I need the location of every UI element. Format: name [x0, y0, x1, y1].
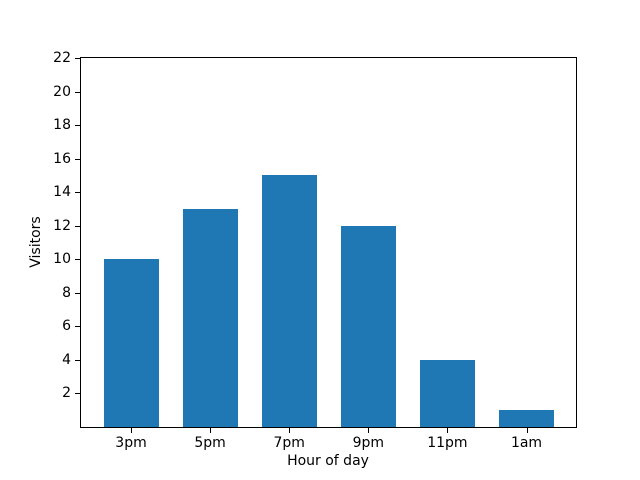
y-tick-label: 8: [62, 284, 71, 301]
x-tick-label: 11pm: [427, 435, 468, 451]
y-tick-mark: [75, 259, 80, 261]
y-tick-mark: [75, 326, 80, 328]
x-tick-mark: [526, 428, 528, 433]
y-tick-label: 18: [53, 117, 71, 134]
y-tick-mark: [75, 393, 80, 395]
plot-area: [80, 57, 577, 428]
y-tick-mark: [75, 58, 80, 59]
y-tick-label: 14: [53, 184, 71, 201]
y-tick-mark: [75, 192, 80, 194]
bar-1am: [499, 410, 554, 427]
y-tick-mark: [75, 292, 80, 294]
x-tick-mark: [368, 428, 370, 433]
y-tick-label: 16: [53, 150, 71, 167]
x-tick-mark: [447, 428, 449, 433]
bar-9pm: [340, 225, 396, 427]
y-tick-label: 2: [62, 385, 71, 402]
x-tick-label: 3pm: [115, 435, 147, 451]
y-tick-label: 12: [53, 217, 71, 234]
bar-11pm: [419, 359, 475, 427]
y-tick-mark: [75, 225, 80, 227]
y-tick-mark: [75, 125, 80, 127]
x-tick-mark: [210, 428, 212, 433]
bar-7pm: [261, 175, 317, 427]
y-tick-label: 6: [62, 318, 71, 335]
y-tick-label: 22: [53, 50, 71, 66]
bar-5pm: [182, 208, 238, 427]
x-tick-mark: [289, 428, 291, 433]
y-axis-label: Visitors: [28, 216, 44, 268]
y-tick-label: 4: [62, 351, 71, 368]
y-tick-label: 10: [53, 251, 71, 268]
x-tick-mark: [131, 428, 132, 433]
y-tick-label: 20: [53, 83, 71, 100]
x-tick-label: 9pm: [352, 435, 385, 451]
y-tick-mark: [75, 158, 80, 160]
bar-3pm: [103, 259, 159, 427]
y-tick-mark: [75, 359, 80, 361]
x-axis-label: Hour of day: [287, 453, 369, 469]
x-tick-label: 7pm: [273, 435, 305, 451]
y-tick-mark: [75, 91, 80, 93]
x-tick-label: 5pm: [194, 435, 226, 451]
x-tick-label: 1am: [510, 435, 543, 451]
